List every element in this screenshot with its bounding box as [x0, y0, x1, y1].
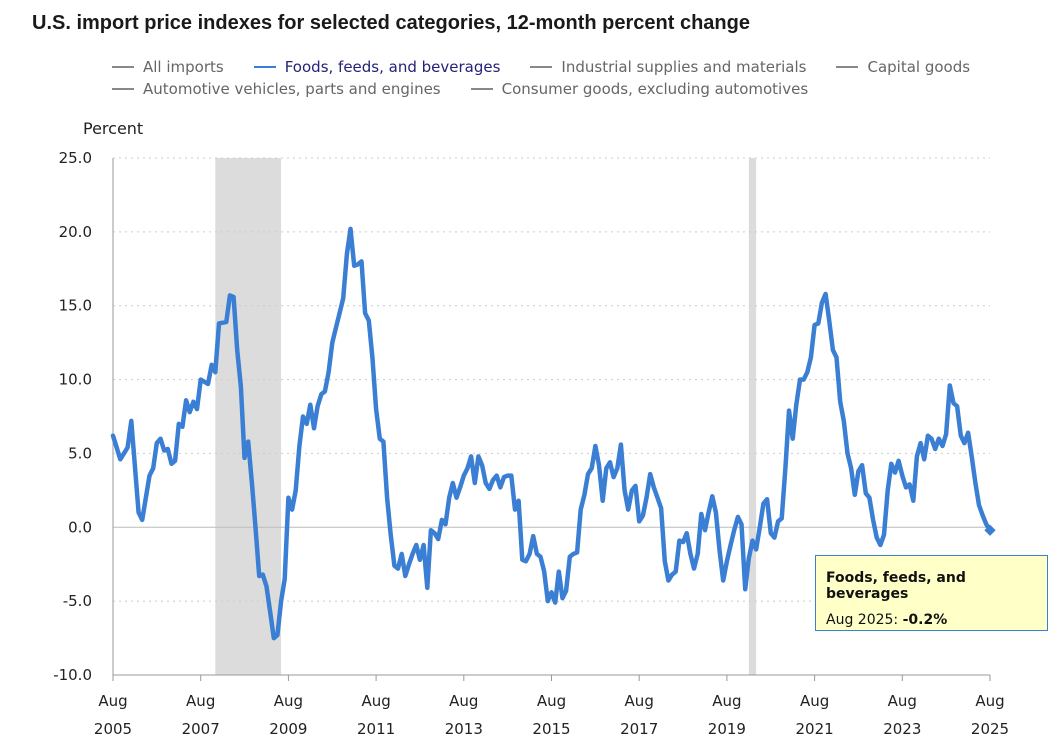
- x-tick-year-label: 2005: [94, 720, 132, 738]
- x-tick-month-label: Aug: [712, 692, 741, 710]
- x-tick-month-label: Aug: [625, 692, 654, 710]
- x-tick-month-label: Aug: [98, 692, 127, 710]
- y-tick-label: 20.0: [59, 223, 92, 241]
- y-tick-label: 0.0: [68, 518, 92, 536]
- x-tick-month-label: Aug: [274, 692, 303, 710]
- recession-band: [215, 158, 282, 675]
- y-tick-label: 25.0: [59, 149, 92, 167]
- legend-label: Automotive vehicles, parts and engines: [143, 80, 441, 98]
- legend-swatch: [470, 88, 493, 90]
- x-tick-year-label: 2011: [357, 720, 395, 738]
- legend-row-1: All imports Foods, feeds, and beverages …: [112, 56, 1012, 78]
- x-tick-year-label: 2025: [971, 720, 1009, 738]
- x-tick-year-label: 2013: [445, 720, 483, 738]
- legend-swatch: [112, 66, 134, 68]
- legend-item-all-imports[interactable]: All imports: [112, 58, 224, 76]
- y-tick-label: -5.0: [63, 592, 92, 610]
- legend-label: Capital goods: [867, 58, 971, 76]
- legend-label: All imports: [143, 58, 224, 76]
- tooltip-title: Foods, feeds, and beverages: [826, 570, 966, 602]
- legend-swatch: [530, 66, 553, 68]
- legend-item-capital-goods[interactable]: Capital goods: [836, 58, 970, 76]
- x-tick-year-label: 2021: [796, 720, 834, 738]
- y-tick-label: 10.0: [59, 371, 92, 389]
- legend: All imports Foods, feeds, and beverages …: [112, 56, 1012, 100]
- x-tick-year-label: 2023: [883, 720, 921, 738]
- x-tick-month-label: Aug: [449, 692, 478, 710]
- legend-swatch: [253, 66, 276, 68]
- x-tick-year-label: 2007: [182, 720, 220, 738]
- series-line-foods-feeds-beverages: [110, 226, 993, 641]
- x-tick-year-label: 2019: [708, 720, 746, 738]
- x-tick-month-label: Aug: [186, 692, 215, 710]
- x-tick-month-label: Aug: [361, 692, 390, 710]
- x-tick-month-label: Aug: [800, 692, 829, 710]
- legend-item-consumer-goods[interactable]: Consumer goods, excluding automotives: [470, 80, 809, 98]
- chart-title: U.S. import price indexes for selected c…: [32, 12, 750, 34]
- legend-swatch: [836, 66, 859, 68]
- highlighted-point-marker: [984, 524, 996, 536]
- x-tick-year-label: 2017: [620, 720, 658, 738]
- tooltip-line: Aug 2025: -0.2%: [826, 612, 948, 628]
- legend-item-foods-feeds-beverages[interactable]: Foods, feeds, and beverages: [253, 58, 501, 76]
- recession-band: [748, 158, 757, 675]
- legend-row-2: Automotive vehicles, parts and engines C…: [112, 78, 1012, 100]
- x-tick-month-label: Aug: [888, 692, 917, 710]
- x-tick-month-label: Aug: [975, 692, 1004, 710]
- legend-label: Foods, feeds, and beverages: [284, 58, 501, 76]
- x-tick-month-label: Aug: [537, 692, 566, 710]
- legend-item-automotive[interactable]: Automotive vehicles, parts and engines: [112, 80, 441, 98]
- y-tick-label: -10.0: [53, 666, 92, 684]
- data-tooltip: Foods, feeds, and beverages Aug 2025: -0…: [815, 555, 1048, 631]
- legend-label: Consumer goods, excluding automotives: [501, 80, 809, 98]
- y-tick-label: 5.0: [68, 444, 92, 462]
- x-tick-year-label: 2015: [532, 720, 570, 738]
- tooltip-date: Aug 2025: [826, 612, 894, 628]
- x-tick-year-label: 2009: [269, 720, 307, 738]
- y-axis-title: Percent: [83, 119, 143, 138]
- legend-label: Industrial supplies and materials: [561, 58, 807, 76]
- legend-swatch: [112, 88, 134, 90]
- y-tick-label: 15.0: [59, 297, 92, 315]
- legend-item-industrial-supplies[interactable]: Industrial supplies and materials: [530, 58, 806, 76]
- tooltip-value: -0.2%: [902, 612, 948, 628]
